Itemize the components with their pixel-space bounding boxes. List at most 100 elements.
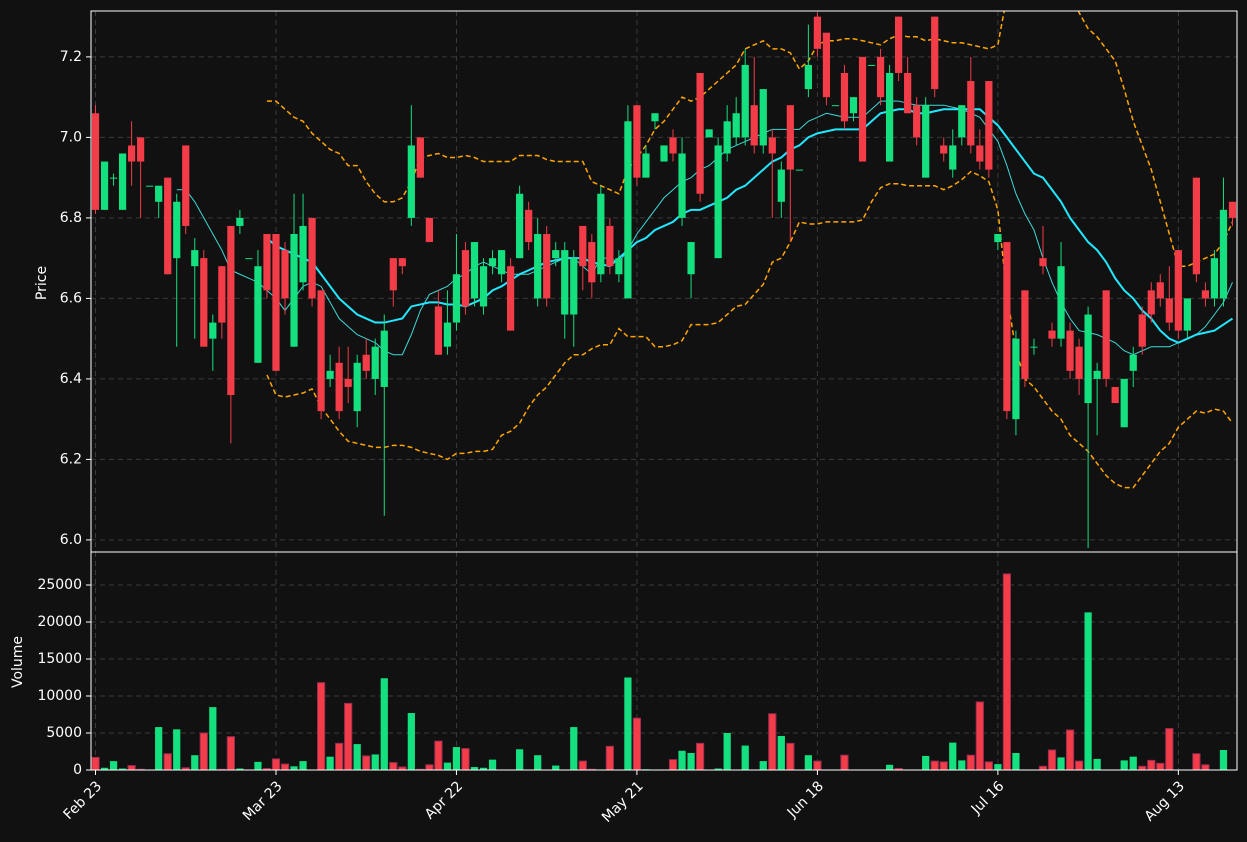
volume-bar	[741, 745, 749, 770]
volume-bar	[479, 767, 488, 770]
candle-body	[804, 64, 812, 90]
candle-body	[272, 234, 280, 371]
candle-body	[867, 64, 876, 66]
candle-body	[1147, 290, 1155, 315]
volume-bar	[804, 755, 812, 770]
candle-body	[380, 330, 388, 387]
volume-bar	[199, 732, 208, 771]
candle-body	[127, 145, 136, 162]
volume-bar	[163, 753, 172, 771]
y-tick-label: 7.0	[60, 129, 82, 145]
volume-bar	[966, 754, 975, 771]
volume-bar	[994, 764, 1002, 770]
candle-body	[299, 225, 307, 283]
candle-body	[913, 105, 921, 138]
candle-body	[552, 250, 560, 259]
volume-bar	[100, 767, 109, 770]
candle-body	[570, 258, 578, 315]
candle-body	[1120, 378, 1128, 428]
candle-body	[173, 201, 181, 259]
candle-body	[335, 362, 343, 412]
candle-body	[434, 306, 443, 355]
y-tick-label: 25000	[37, 577, 82, 593]
volume-bar	[632, 717, 642, 771]
volume-bar	[290, 766, 298, 770]
candle-body	[940, 145, 948, 154]
marks	[91, 11, 1237, 771]
candle-body	[479, 266, 488, 307]
candle-body	[227, 225, 235, 396]
candle-body	[885, 72, 894, 162]
volume-bar	[949, 742, 957, 770]
candle-body	[633, 105, 641, 178]
volume-bar	[118, 768, 127, 770]
candle-body	[858, 56, 867, 162]
volume-bar	[389, 762, 398, 771]
candle-body	[1003, 242, 1011, 412]
volume-bar	[695, 742, 705, 771]
candle-body	[1219, 209, 1228, 299]
volume-bar	[570, 727, 578, 770]
volume-bar	[271, 758, 281, 771]
candle-body	[290, 234, 298, 347]
candle-body	[146, 185, 154, 187]
candle-body	[1057, 266, 1065, 339]
candle-body	[308, 217, 316, 299]
candle-body	[543, 234, 551, 299]
volume-bar	[516, 749, 524, 770]
candle-body	[624, 121, 632, 299]
candle-body	[100, 161, 109, 210]
volume-bar	[552, 765, 560, 770]
volume-bar	[668, 759, 678, 771]
volume-bar	[777, 735, 785, 770]
volume-bar	[353, 744, 361, 770]
candle-body	[281, 250, 289, 299]
volume-bar	[371, 754, 379, 770]
volume-bar	[1074, 760, 1084, 771]
volume-bar	[840, 754, 849, 771]
volume-bar	[155, 727, 163, 770]
candle-body	[669, 137, 677, 154]
candle-body	[1228, 201, 1237, 218]
volume-bar	[578, 760, 587, 771]
candle-body	[1183, 298, 1191, 331]
candle-body	[642, 153, 650, 178]
candle-body	[985, 81, 993, 170]
candle-body	[1012, 338, 1020, 420]
candle-body	[687, 242, 695, 275]
candle-body	[750, 105, 758, 146]
volume-bar	[975, 701, 984, 771]
candle-body	[155, 185, 163, 202]
candle-body	[1066, 330, 1074, 371]
volume-bar	[316, 682, 326, 771]
y-tick-label: 7.2	[60, 49, 82, 65]
volume-bar	[678, 750, 686, 770]
candle-body	[831, 105, 840, 107]
candle-body	[705, 129, 713, 138]
candle-body	[263, 234, 271, 291]
y-tick-label: 0	[73, 762, 82, 778]
candle-body	[1093, 370, 1101, 379]
candle-body	[660, 145, 668, 162]
volume-bar	[984, 761, 993, 771]
candle-body	[353, 362, 361, 412]
candle-body	[786, 105, 794, 170]
candle-body	[904, 72, 912, 114]
volume-bar	[1057, 757, 1065, 770]
volume-bar	[1084, 612, 1092, 770]
candle-body	[561, 250, 569, 315]
candle-body	[425, 217, 433, 243]
volume-bar	[1156, 762, 1165, 771]
y-tick-label: 6.0	[60, 532, 82, 548]
volume-bar	[1138, 765, 1147, 771]
candle-body	[398, 258, 406, 267]
volume-bar	[326, 756, 334, 770]
candle-body	[497, 250, 506, 275]
candle-body	[516, 193, 524, 259]
candle-body	[931, 16, 939, 90]
y-tick-label: 6.8	[60, 210, 82, 226]
candle-body	[1039, 258, 1047, 267]
volume-frame	[90, 551, 1238, 771]
volume-bar	[930, 760, 939, 771]
volume-bar	[1147, 759, 1156, 771]
